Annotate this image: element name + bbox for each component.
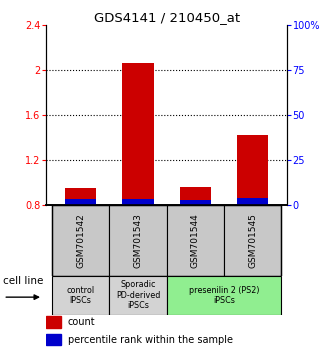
Bar (46, 316, 61, 327)
Text: GSM701544: GSM701544 (191, 213, 200, 268)
Text: GSM701542: GSM701542 (76, 213, 85, 268)
Bar (65, 199, 96, 205)
Bar (237, 198, 269, 205)
Text: control
IPSCs: control IPSCs (67, 286, 95, 305)
Bar (46, 334, 61, 345)
Text: presenilin 2 (PS2)
iPSCs: presenilin 2 (PS2) iPSCs (189, 286, 259, 305)
Title: GDS4141 / 210450_at: GDS4141 / 210450_at (94, 11, 240, 24)
Bar (122, 63, 154, 205)
Text: GSM701545: GSM701545 (248, 213, 257, 268)
Text: count: count (68, 317, 95, 327)
Bar (180, 200, 211, 205)
Bar (52, 276, 109, 315)
Bar (65, 188, 96, 205)
Bar (167, 276, 281, 315)
Bar (167, 205, 224, 276)
Bar (237, 135, 269, 205)
Bar (109, 205, 167, 276)
Bar (224, 205, 281, 276)
Text: GSM701543: GSM701543 (133, 213, 143, 268)
Text: percentile rank within the sample: percentile rank within the sample (68, 335, 233, 344)
Bar (52, 205, 109, 276)
Bar (122, 199, 154, 205)
Bar (109, 276, 167, 315)
Bar (180, 187, 211, 205)
Text: Sporadic
PD-derived
iPSCs: Sporadic PD-derived iPSCs (116, 280, 160, 310)
Text: cell line: cell line (3, 276, 44, 286)
